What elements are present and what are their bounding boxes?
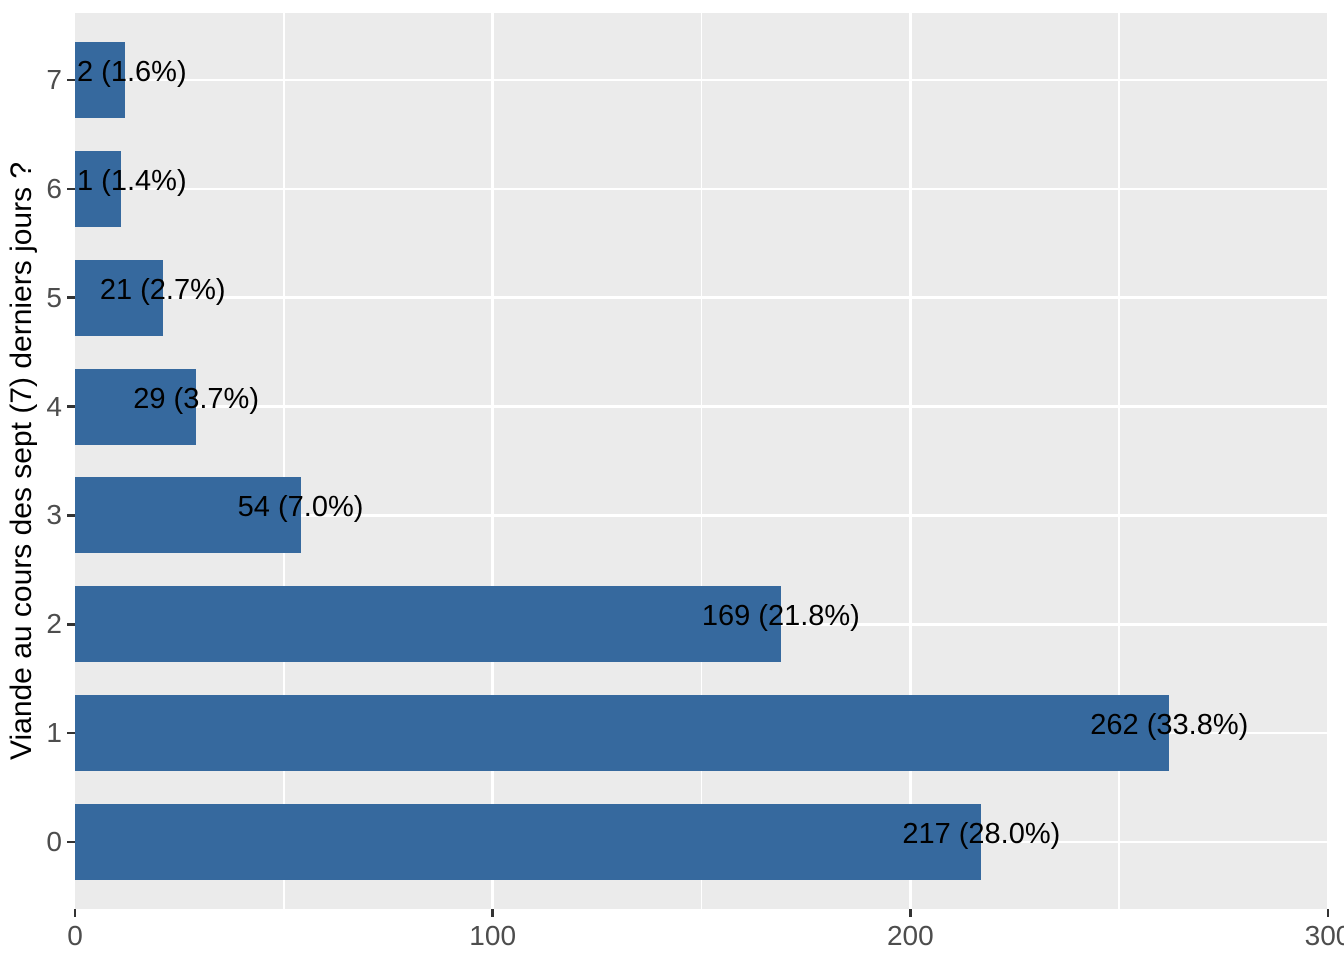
- y-tick-mark: [67, 405, 75, 408]
- y-tick-mark: [67, 296, 75, 299]
- bar-category-7: [75, 42, 126, 118]
- y-tick-label: 3: [46, 499, 62, 531]
- x-major-gridline: [909, 13, 912, 909]
- y-major-gridline: [75, 296, 1328, 299]
- y-tick-mark: [67, 731, 75, 735]
- y-tick-label: 2: [46, 608, 62, 640]
- x-minor-gridline: [283, 13, 285, 909]
- bar-category-4: [75, 368, 197, 445]
- bar-category-1: [75, 695, 1170, 772]
- y-tick-mark: [67, 623, 75, 626]
- bar-value-label: 2 (1.6%): [77, 56, 187, 88]
- x-major-gridline: [1326, 13, 1328, 909]
- y-major-gridline: [75, 514, 1328, 517]
- x-major-gridline: [491, 13, 494, 909]
- x-tick-label: 300: [1304, 920, 1344, 951]
- bar-value-label: 54 (7.0%): [237, 491, 364, 524]
- y-tick-label: 4: [46, 390, 62, 422]
- y-tick-label: 5: [46, 281, 62, 313]
- y-major-gridline: [75, 187, 1328, 191]
- bar-category-0: [75, 804, 982, 880]
- x-tick-mark: [1326, 909, 1330, 917]
- y-axis-title: Viande au cours des sept (7) derniers jo…: [5, 161, 38, 761]
- bar-value-label: 29 (3.7%): [133, 382, 259, 415]
- y-tick-label: 6: [46, 172, 62, 204]
- bar-category-3: [75, 477, 301, 554]
- x-tick-mark: [73, 909, 77, 917]
- x-minor-gridline: [700, 13, 703, 909]
- bar-category-5: [75, 259, 163, 336]
- x-tick-label: 200: [886, 920, 934, 951]
- x-tick-label: 0: [67, 920, 83, 951]
- y-tick-mark: [67, 514, 75, 517]
- bar-category-6: [75, 150, 121, 227]
- x-tick-label: 100: [469, 920, 517, 951]
- bar-value-label: 1 (1.4%): [77, 164, 187, 197]
- y-major-gridline: [75, 78, 1328, 82]
- x-minor-gridline: [1118, 13, 1120, 909]
- x-tick-mark: [909, 909, 912, 917]
- bar-value-label: 262 (33.8%): [1090, 709, 1249, 742]
- y-tick-label: 1: [46, 717, 62, 749]
- y-tick-mark: [67, 187, 75, 191]
- bar-value-label: 169 (21.8%): [701, 600, 860, 633]
- y-tick-label: 0: [46, 826, 62, 857]
- bar-category-2: [75, 586, 781, 663]
- bar-value-label: 217 (28.0%): [902, 818, 1061, 850]
- y-tick-mark: [67, 840, 75, 844]
- bar-value-label: 21 (2.7%): [99, 273, 226, 306]
- y-tick-label: 7: [46, 64, 62, 95]
- y-major-gridline: [75, 405, 1328, 408]
- plot-panel: 217 (28.0%) 262 (33.8%) 169 (21.8%) 54 (7.0…: [75, 13, 1328, 909]
- x-tick-mark: [491, 909, 494, 917]
- y-tick-mark: [67, 78, 75, 82]
